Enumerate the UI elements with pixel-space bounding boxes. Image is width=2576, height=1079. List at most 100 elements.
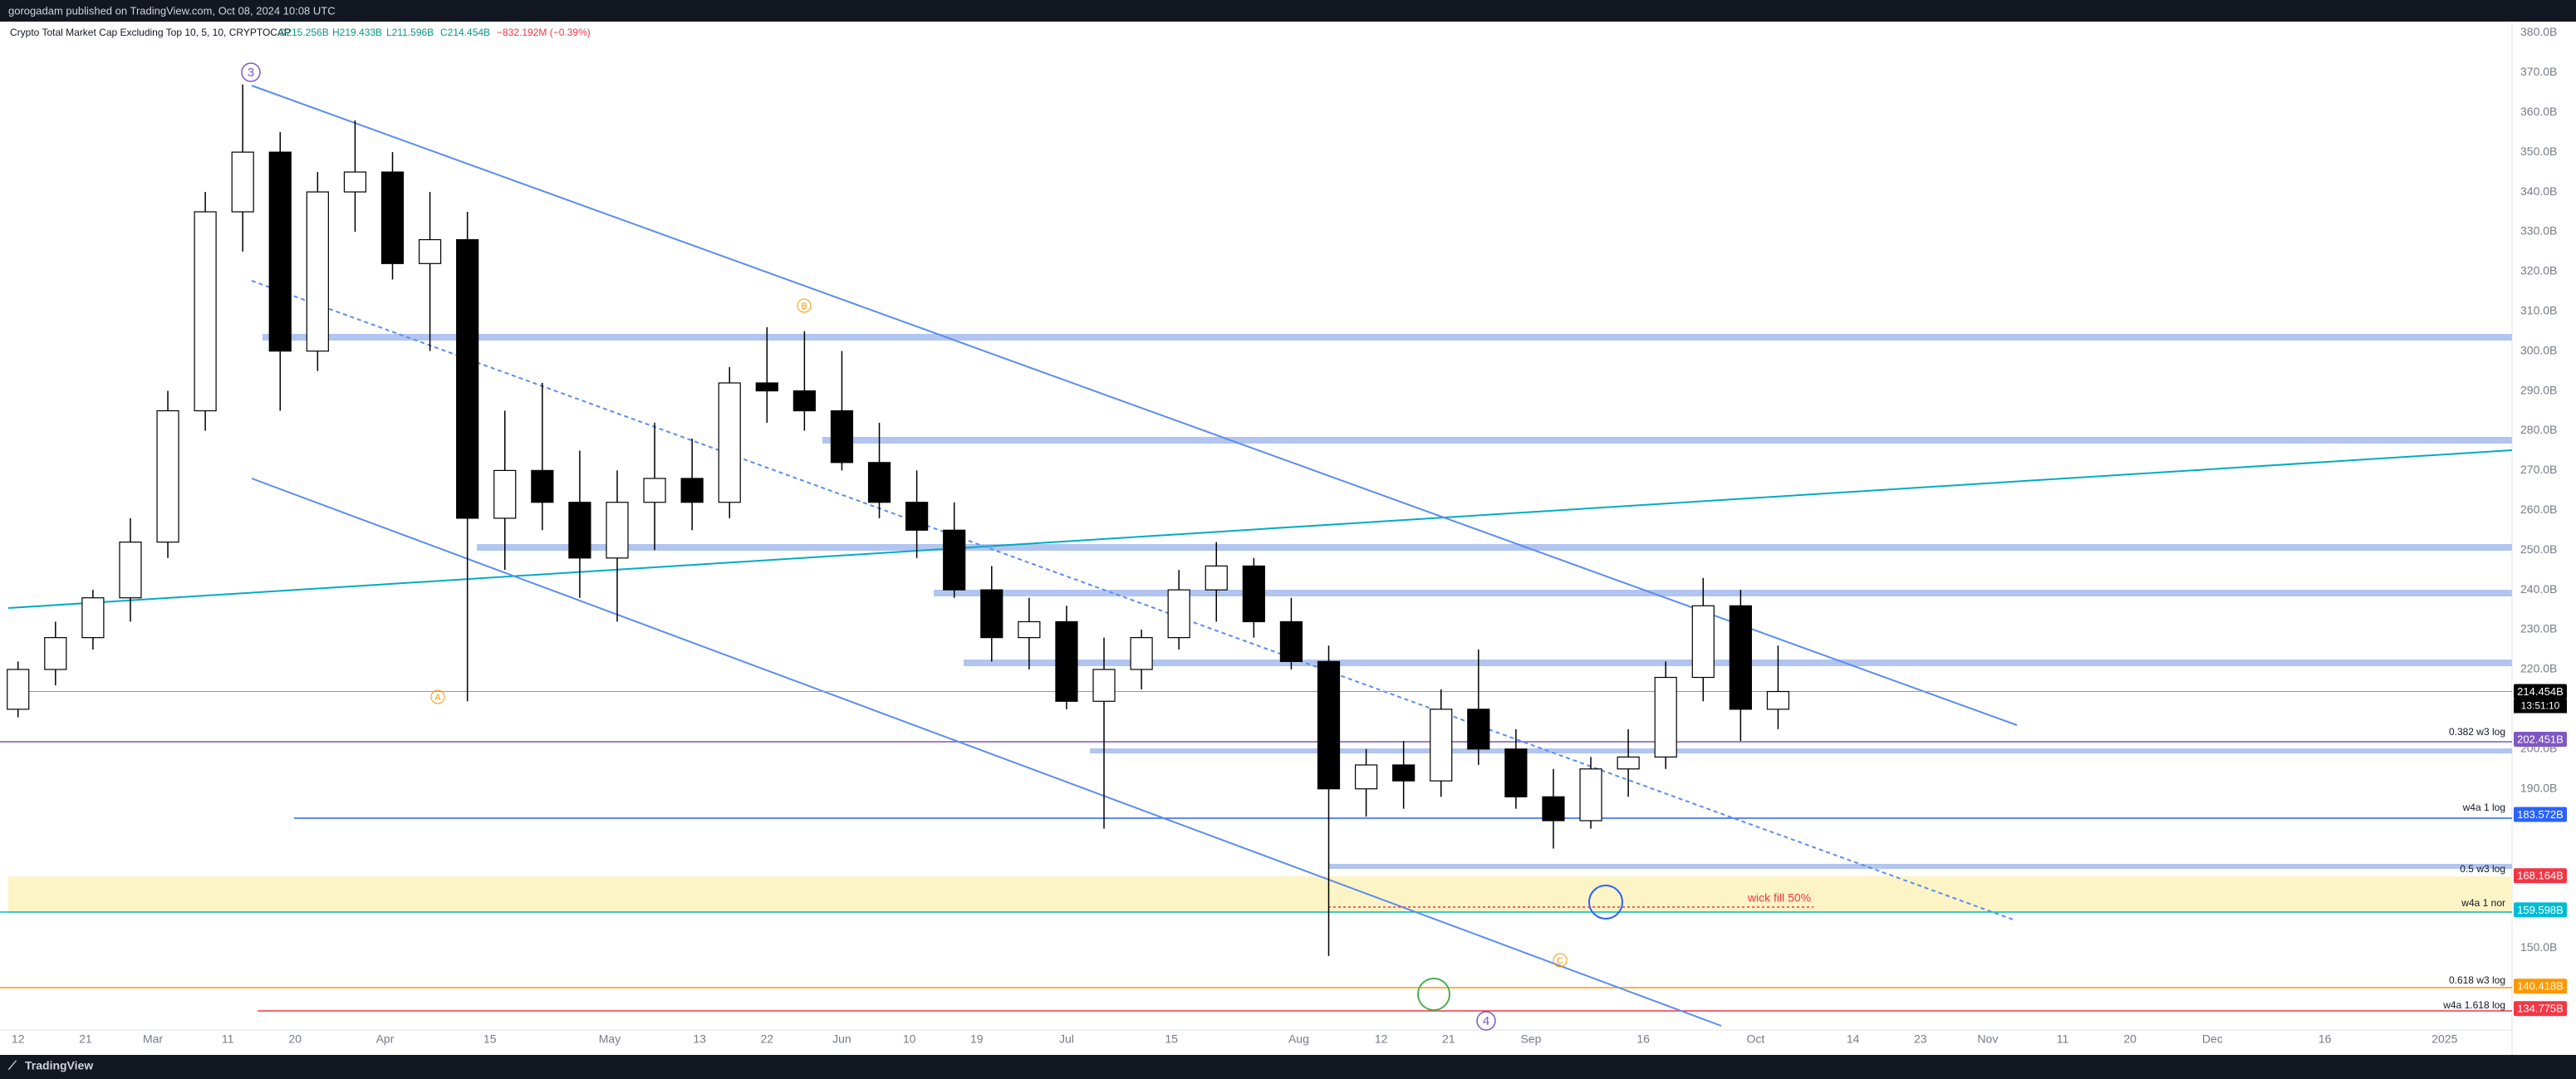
candle-body (1167, 589, 1190, 639)
candle-body (606, 502, 629, 559)
candle-body (1504, 748, 1528, 797)
candle-body (306, 191, 329, 352)
candle-body (1392, 764, 1416, 782)
x-tick-label: 21 (1442, 1032, 1455, 1046)
candle-body (1242, 565, 1265, 623)
y-tick-label: 340.0B (2520, 184, 2557, 198)
price-tag (2514, 807, 2567, 822)
x-tick-label: 12 (12, 1032, 25, 1046)
fib-label: w4a 1 nor (2461, 897, 2505, 909)
x-tick-label: Dec (2202, 1032, 2223, 1046)
candle-body (1617, 756, 1640, 770)
x-tick-label: Sep (1520, 1032, 1541, 1046)
candle-body (231, 151, 254, 213)
open: O215.256B (278, 27, 329, 38)
y-tick-label: 290.0B (2520, 383, 2557, 396)
price-tag (2514, 978, 2567, 994)
trend-line (7, 449, 2513, 609)
price-tag (2514, 1001, 2567, 1017)
price-tag-label: 134.775B (2517, 1003, 2564, 1015)
candle-body (7, 669, 30, 710)
zone (477, 544, 2512, 551)
channel-lower (251, 478, 1722, 1027)
candle-body (755, 382, 778, 392)
candle-body (718, 382, 741, 503)
candle-body (380, 171, 405, 264)
yellow-zone (8, 876, 2512, 914)
candle-body (44, 637, 67, 670)
y-tick-label: 330.0B (2520, 224, 2557, 238)
x-tick-label: May (599, 1032, 621, 1046)
candle-body (1130, 637, 1153, 670)
fib-label: w4a 1.618 log (2442, 999, 2505, 1011)
change: −832.192M (−0.39%) (497, 27, 591, 38)
ohlc-legend: O215.256B H219.433B L211.596B C214.454B … (278, 27, 591, 38)
y-tick-label: 270.0B (2520, 463, 2557, 476)
candle-body (119, 542, 142, 599)
price-tag-label: 202.451B (2517, 733, 2564, 745)
candle-body (905, 502, 929, 531)
y-tick-label: 190.0B (2520, 781, 2557, 794)
price-tag (2514, 732, 2567, 748)
candle-body (1430, 709, 1453, 782)
wave-circle (1553, 953, 1568, 968)
price-tag (2514, 868, 2567, 884)
countdown: 13:51:10 (2521, 700, 2560, 712)
candle-body (343, 171, 367, 193)
y-tick-label: 250.0B (2520, 542, 2557, 556)
drawings: 3 4 B A C wick fill 50% 0.382 w3 log w4a… (0, 62, 2513, 1031)
channel-mid (251, 280, 2016, 921)
x-tick-label: 20 (289, 1032, 302, 1046)
wave-label: 4 (1483, 1014, 1489, 1028)
x-tick-label: Aug (1288, 1032, 1309, 1046)
wave-label: B (801, 302, 807, 311)
price-tag-label: 159.598B (2517, 904, 2564, 916)
zone (1328, 864, 2512, 869)
candle-body (1317, 660, 1341, 790)
wave-circle (430, 689, 445, 704)
candle-body (418, 238, 442, 264)
price-tag-label: 140.418B (2517, 980, 2564, 993)
bottom-bar (0, 1055, 2576, 1079)
y-tick-label: 320.0B (2520, 264, 2557, 277)
x-tick-label: 23 (1914, 1032, 1927, 1046)
y-tick-label: 150.0B (2520, 940, 2557, 954)
y-tick-label: 230.0B (2520, 622, 2557, 635)
wave-label: A (434, 693, 441, 703)
x-tick-label: 12 (1375, 1032, 1388, 1046)
candle-body (1205, 565, 1228, 591)
x-tick-label: 16 (1636, 1032, 1650, 1046)
wick-fill-label: wick fill 50% (1747, 891, 1811, 905)
y-tick-label: 220.0B (2520, 662, 2557, 675)
y-tick-label: 300.0B (2520, 343, 2557, 356)
x-tick-label: 13 (693, 1032, 706, 1046)
candle-body (1354, 764, 1378, 790)
y-tick-label: 350.0B (2520, 145, 2557, 158)
candle-body (1579, 768, 1602, 822)
candle-body (943, 529, 966, 591)
y-tick-label: 280.0B (2520, 423, 2557, 436)
y-tick-label: 310.0B (2520, 303, 2557, 316)
x-tick-label: 11 (2057, 1032, 2069, 1046)
y-tick-label: 240.0B (2520, 582, 2557, 596)
zone (1090, 748, 2512, 753)
candle-body (1654, 676, 1677, 758)
x-tick-label: Oct (1747, 1032, 1765, 1046)
y-tick-label: 370.0B (2520, 65, 2557, 78)
wave-circle (797, 298, 812, 313)
candle-body (830, 410, 854, 463)
zone (263, 334, 2512, 341)
candle-body (1055, 620, 1078, 702)
wave-label: 3 (248, 66, 254, 80)
plot: 150.0B190.0B200.0B220.0B230.0B240.0B250.… (7, 25, 2567, 1046)
y-tick-label: 360.0B (2520, 105, 2557, 118)
x-tick-label: 2025 (2431, 1032, 2457, 1046)
x-tick-label: Jul (1059, 1032, 1074, 1046)
x-tick-label: Jun (832, 1032, 851, 1046)
candle-body (531, 469, 554, 503)
price-tag (2514, 684, 2567, 699)
candle-body (493, 469, 517, 519)
wave-circle (1476, 1011, 1496, 1031)
candle-body (643, 478, 666, 503)
wave-circle (241, 62, 261, 82)
